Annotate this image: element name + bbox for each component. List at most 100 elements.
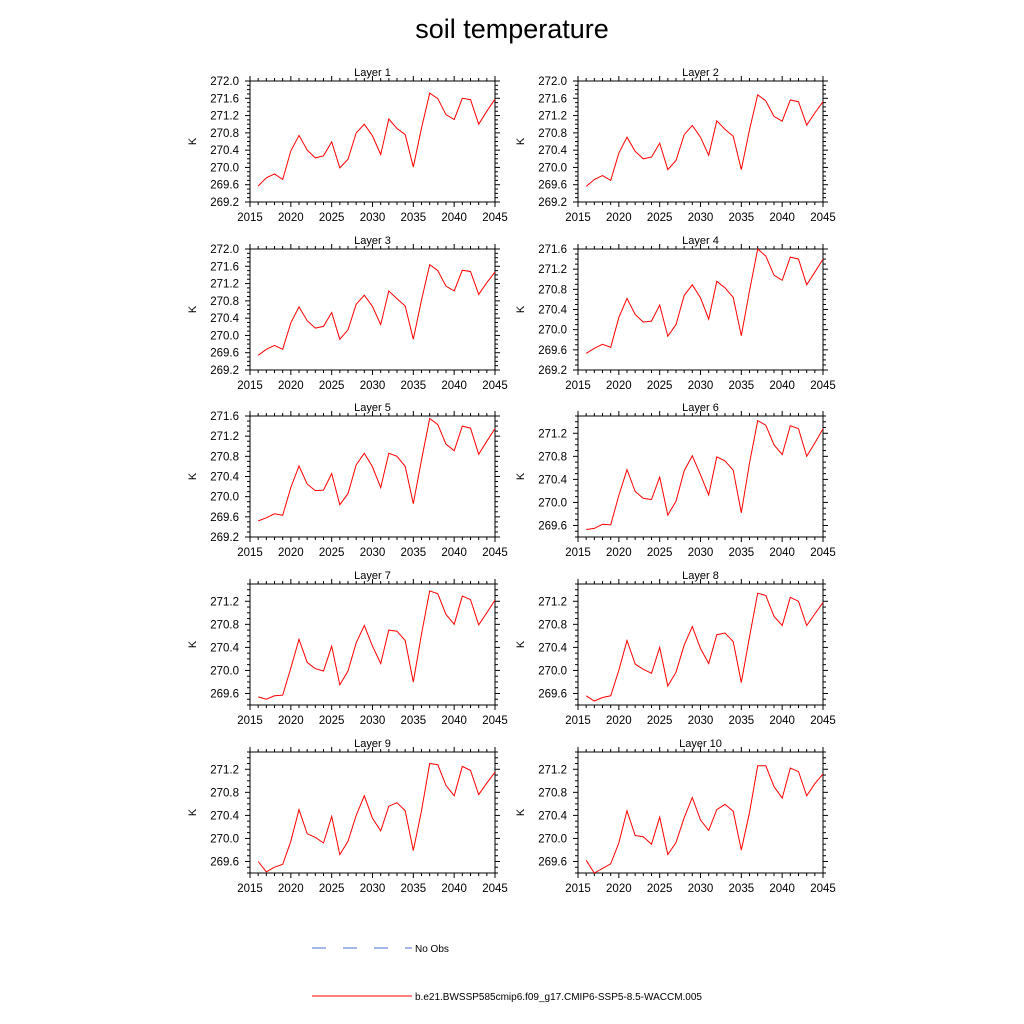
y-tick-label: 270.0 <box>210 665 239 677</box>
panel-3: Layer 3 K 2015 2020 2025 2030 2035 2040 2045 269.… <box>187 235 508 392</box>
x-tick-label: 2035 <box>401 547 427 559</box>
x-tick-label: 2045 <box>482 715 508 727</box>
x-tick-label: 2020 <box>278 883 304 895</box>
x-tick-label: 2020 <box>606 715 632 727</box>
x-tick-label: 2035 <box>729 547 755 559</box>
y-tick-label: 272.0 <box>538 76 567 88</box>
y-tick-label: 272.0 <box>210 76 239 88</box>
y-axis-label: K <box>187 305 199 313</box>
panel-2: Layer 2 K 2015 2020 2025 2030 2035 2040 2045 269.… <box>515 67 836 224</box>
x-tick-label: 2025 <box>319 547 345 559</box>
y-axis-label: K <box>515 640 527 648</box>
y-tick-label: 270.4 <box>210 145 239 157</box>
panel-7: Layer 7 K 2015 2020 2025 2030 2035 2040 2045 269.… <box>187 570 508 727</box>
plot-frame <box>249 415 496 538</box>
series-line <box>257 762 496 873</box>
x-tick-label: 2015 <box>237 715 263 727</box>
x-tick-label: 2030 <box>360 212 386 224</box>
y-tick-label: 270.4 <box>210 313 239 325</box>
y-tick-label: 270.0 <box>538 665 567 677</box>
x-tick-label: 2025 <box>647 212 673 224</box>
plot-frame <box>577 248 824 371</box>
y-tick-label: 271.6 <box>538 93 567 105</box>
x-tick-label: 2045 <box>482 883 508 895</box>
x-tick-label: 2030 <box>688 715 714 727</box>
x-tick-label: 2015 <box>565 883 591 895</box>
y-tick-label: 270.8 <box>538 787 567 799</box>
x-tick-label: 2025 <box>319 715 345 727</box>
chart-title: soil temperature <box>415 14 609 44</box>
x-tick-label: 2040 <box>441 380 467 392</box>
x-tick-label: 2035 <box>401 212 427 224</box>
panel-title: Layer 8 <box>682 570 719 582</box>
x-tick-label: 2040 <box>441 883 467 895</box>
x-tick-label: 2035 <box>729 715 755 727</box>
y-tick-label: 270.8 <box>210 451 239 463</box>
panel-title: Layer 3 <box>354 235 391 247</box>
x-tick-label: 2025 <box>647 380 673 392</box>
x-tick-label: 2040 <box>769 212 795 224</box>
x-tick-label: 2020 <box>278 212 304 224</box>
y-tick-label: 270.8 <box>538 619 567 631</box>
panel-title: Layer 5 <box>354 402 391 414</box>
x-tick-label: 2040 <box>441 715 467 727</box>
x-tick-label: 2020 <box>606 547 632 559</box>
x-tick-label: 2020 <box>606 883 632 895</box>
y-tick-label: 271.2 <box>538 428 567 440</box>
y-axis-label: K <box>187 808 199 816</box>
y-tick-label: 271.6 <box>210 261 239 273</box>
x-tick-label: 2035 <box>729 883 755 895</box>
y-tick-label: 270.0 <box>538 497 567 509</box>
y-axis-label: K <box>515 137 527 145</box>
y-tick-label: 270.8 <box>210 787 239 799</box>
series-line <box>258 417 496 522</box>
x-tick-label: 2035 <box>401 715 427 727</box>
panel-6: Layer 6 K 2015 2020 2025 2030 2035 2040 2045 269.… <box>515 402 836 559</box>
y-tick-label: 269.2 <box>538 365 567 377</box>
y-tick-label: 271.2 <box>210 111 239 123</box>
y-tick-label: 270.4 <box>210 472 239 484</box>
y-tick-label: 270.4 <box>538 305 567 317</box>
series-line <box>258 590 496 700</box>
y-axis-label: K <box>515 472 527 480</box>
plot-frame <box>249 751 496 874</box>
y-tick-label: 269.6 <box>210 512 239 524</box>
y-tick-label: 271.6 <box>210 93 239 105</box>
x-tick-label: 2035 <box>401 883 427 895</box>
series-line <box>585 765 824 874</box>
y-tick-label: 270.4 <box>538 145 567 157</box>
plot-frame <box>577 583 824 706</box>
x-tick-label: 2020 <box>606 380 632 392</box>
x-tick-label: 2040 <box>769 715 795 727</box>
y-tick-label: 270.8 <box>538 451 567 463</box>
x-tick-label: 2020 <box>606 212 632 224</box>
x-tick-label: 2045 <box>810 715 836 727</box>
series-line <box>585 592 824 702</box>
y-tick-label: 270.0 <box>538 162 567 174</box>
x-tick-label: 2025 <box>319 212 345 224</box>
panel-title: Layer 2 <box>682 67 719 79</box>
y-tick-label: 270.4 <box>210 810 239 822</box>
x-tick-label: 2045 <box>810 212 836 224</box>
panel-title: Layer 6 <box>682 402 719 414</box>
y-tick-label: 269.6 <box>538 856 567 868</box>
plot-frame <box>249 583 496 706</box>
y-tick-label: 269.6 <box>210 348 239 360</box>
y-tick-label: 270.0 <box>210 833 239 845</box>
panel-9: Layer 9 K 2015 2020 2025 2030 2035 2040 2045 269.… <box>187 738 508 895</box>
y-tick-label: 269.6 <box>538 180 567 192</box>
y-axis-label: K <box>515 808 527 816</box>
y-tick-label: 270.0 <box>210 162 239 174</box>
x-tick-label: 2030 <box>688 380 714 392</box>
y-tick-label: 271.6 <box>538 244 567 256</box>
plot-frame <box>577 80 824 203</box>
y-axis-label: K <box>187 472 199 480</box>
x-tick-label: 2045 <box>810 883 836 895</box>
x-tick-label: 2045 <box>810 380 836 392</box>
y-tick-label: 271.2 <box>538 764 567 776</box>
y-tick-label: 270.0 <box>538 833 567 845</box>
x-tick-label: 2035 <box>401 380 427 392</box>
y-tick-label: 270.4 <box>538 474 567 486</box>
y-tick-label: 271.6 <box>210 411 239 423</box>
